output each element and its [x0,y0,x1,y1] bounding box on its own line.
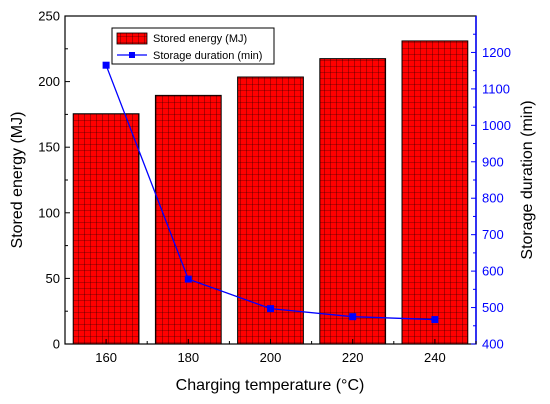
duration-point-200 [267,305,274,313]
right-tick-label: 500 [482,300,504,315]
duration-line-layer [102,61,439,324]
x-tick-label: 240 [424,350,446,365]
duration-point-180 [184,275,192,283]
x-tick-label: 220 [342,350,364,365]
duration-point-220 [349,313,357,321]
left-tick-label: 50 [46,271,60,286]
bar-160 [72,113,140,345]
bars-layer [72,40,469,345]
legend-label-duration: Storage duration (min) [153,50,262,62]
legend: Stored energy (MJ) Storage duration (min… [111,27,275,65]
right-tick-label: 1000 [482,118,511,133]
left-axis-ticks: 0 50 100 150 200 250 [38,9,70,352]
duration-point-240 [431,316,439,324]
bar-200 [237,76,304,345]
right-axis-ticks: 400 500 600 700 800 900 1000 1100 1200 [471,33,511,352]
right-tick-label: 400 [482,337,504,352]
y2-axis-title: Storage duration (min) [519,100,536,259]
right-tick-label: 800 [482,191,504,206]
legend-swatch-energy [116,32,148,45]
bar-180 [154,94,222,345]
legend-label-energy: Stored energy (MJ) [153,33,247,45]
right-tick-label: 900 [482,154,504,169]
bar-240 [401,40,469,345]
right-tick-label: 700 [482,227,504,242]
left-tick-label: 200 [38,74,60,89]
right-tick-label: 1100 [482,81,510,96]
x-tick-label: 180 [177,350,199,365]
legend-marker-duration [129,52,135,58]
bar-220 [319,58,387,345]
left-tick-label: 250 [38,9,60,24]
duration-point-160 [102,61,110,69]
x-axis-ticks: 160 180 200 220 240 [64,339,477,365]
left-tick-label: 150 [38,140,60,155]
right-tick-label: 1200 [482,45,511,60]
x-axis-title: Charging temperature (°C) [176,377,365,394]
x-tick-label: 200 [260,350,282,365]
left-tick-label: 0 [53,337,60,352]
x-tick-label: 160 [95,350,117,365]
y-axis-title: Stored energy (MJ) [9,112,26,249]
left-tick-label: 100 [38,205,60,220]
right-tick-label: 600 [482,264,504,279]
